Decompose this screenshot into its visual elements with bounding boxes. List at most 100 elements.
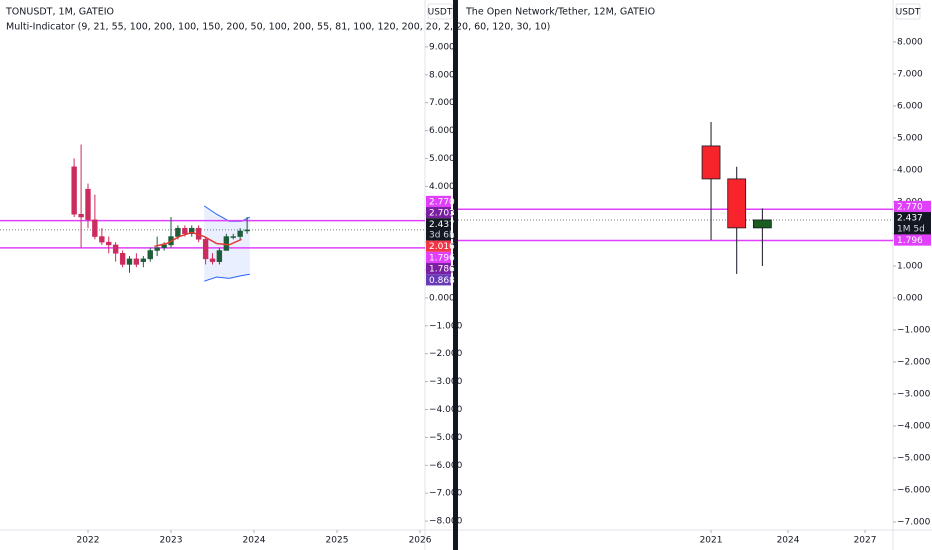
candle-body: [244, 229, 250, 232]
y-tick-label: −7.000: [429, 489, 463, 499]
price-label: 2.770: [897, 202, 923, 212]
price-label: 2.437: [429, 220, 455, 230]
price-label: 2.437: [897, 214, 923, 224]
candle-body: [161, 244, 167, 248]
y-tick-label: −3.000: [429, 377, 463, 387]
candle-body: [727, 178, 747, 229]
indicator-label: Multi-Indicator (9, 21, 55, 100, 200, 10…: [6, 22, 550, 33]
candle-body: [189, 227, 195, 235]
currency-label: USDT: [896, 8, 921, 18]
candle-body: [71, 166, 77, 215]
candle-body: [119, 253, 126, 265]
x-tick-label: 2023: [160, 536, 183, 546]
x-tick-label: 2024: [243, 536, 266, 546]
price-label-box: [426, 251, 451, 264]
candle-body: [147, 250, 153, 260]
x-tick-label: 2022: [77, 536, 100, 546]
candle-body: [701, 145, 721, 180]
y-tick-label: 1.000: [897, 261, 923, 271]
y-tick-label: 8.000: [897, 37, 923, 47]
y-tick-label: 5.000: [897, 133, 923, 143]
candle-body: [154, 247, 160, 251]
y-tick-label: 0.000: [897, 293, 923, 303]
candle-body: [230, 236, 236, 238]
y-tick-label: −8.000: [429, 517, 463, 527]
y-tick-label: 4.000: [429, 182, 455, 192]
candle-body: [237, 230, 243, 237]
y-tick-label: 6.000: [897, 101, 923, 111]
candle-body: [752, 219, 772, 229]
price-label: 1.796: [897, 236, 923, 246]
price-label-box: [426, 240, 451, 252]
price-label-box: [894, 200, 931, 213]
y-tick-label: −6.000: [429, 461, 463, 471]
x-tick-label: 2021: [700, 536, 723, 546]
x-tick-label: 2025: [326, 536, 349, 546]
y-tick-label: 5.000: [429, 154, 455, 164]
panel-divider: [453, 0, 458, 550]
candle-body: [133, 258, 140, 265]
y-tick-label: −4.000: [429, 405, 463, 415]
price-label-box: [426, 274, 451, 286]
candle-body: [106, 241, 112, 246]
candle-body: [112, 244, 119, 254]
band-lower: [204, 273, 250, 282]
candle-body: [209, 258, 216, 262]
candle-body: [216, 250, 223, 262]
y-tick-label: 0.000: [429, 293, 455, 303]
left-panel: TONUSDT, 1M, GATEIO Multi-Indicator (9, …: [0, 0, 550, 550]
price-label: 2.703: [429, 209, 455, 219]
price-label-box: [894, 234, 931, 246]
y-tick-label: 7.000: [429, 98, 455, 108]
x-tick-label: 2024: [777, 536, 800, 546]
candle-body: [99, 236, 105, 243]
countdown-label: 1M 5d: [897, 224, 925, 234]
price-label-box: [426, 195, 451, 208]
candle-body: [175, 227, 181, 237]
candle-body: [223, 236, 230, 251]
y-tick-label: −5.000: [429, 433, 463, 443]
price-label-box: [894, 212, 931, 235]
candle-body: [202, 239, 209, 260]
currency-label: USDT: [428, 8, 453, 18]
chart-title: The Open Network/Tether, 12M, GATEIO: [465, 7, 655, 18]
price-label-box: [426, 263, 451, 275]
y-tick-label: 6.000: [429, 126, 455, 136]
indicator-line: [154, 231, 242, 248]
price-label: 0.868: [429, 276, 455, 286]
y-tick-label: −7.000: [897, 517, 931, 527]
candle-body: [126, 258, 133, 265]
candle-body: [182, 227, 188, 235]
y-tick-label: −2.000: [897, 357, 931, 367]
candle-body: [140, 258, 147, 262]
y-tick-label: −2.000: [429, 349, 463, 359]
right-panel: The Open Network/Tether, 12M, GATEIO USD…: [458, 0, 932, 550]
x-tick-label: 2026: [409, 536, 432, 546]
y-tick-label: −5.000: [897, 453, 931, 463]
y-tick-label: 9.000: [429, 42, 455, 52]
price-label: 1.796: [429, 253, 455, 263]
price-label: 2.770: [429, 197, 455, 207]
y-tick-label: −1.000: [897, 325, 931, 335]
price-label-box: [426, 218, 451, 241]
candle-body: [78, 213, 84, 218]
price-label: 2.016: [429, 242, 455, 252]
x-tick-label: 2027: [854, 536, 877, 546]
y-tick-label: 7.000: [897, 69, 923, 79]
y-tick-label: −3.000: [897, 389, 931, 399]
price-label: 1.786: [429, 265, 455, 275]
price-label-box: [426, 207, 451, 219]
currency-box: [895, 3, 921, 20]
candle-body: [92, 219, 98, 237]
countdown-label: 3d 6h: [429, 231, 455, 241]
y-tick-label: −6.000: [897, 485, 931, 495]
currency-box: [427, 3, 453, 20]
y-tick-label: 8.000: [429, 70, 455, 80]
candle-body: [85, 188, 91, 221]
chart-title: TONUSDT, 1M, GATEIO: [5, 7, 114, 18]
y-tick-label: −4.000: [897, 421, 931, 431]
y-tick-label: 4.000: [897, 165, 923, 175]
y-tick-label: −1.000: [429, 321, 463, 331]
